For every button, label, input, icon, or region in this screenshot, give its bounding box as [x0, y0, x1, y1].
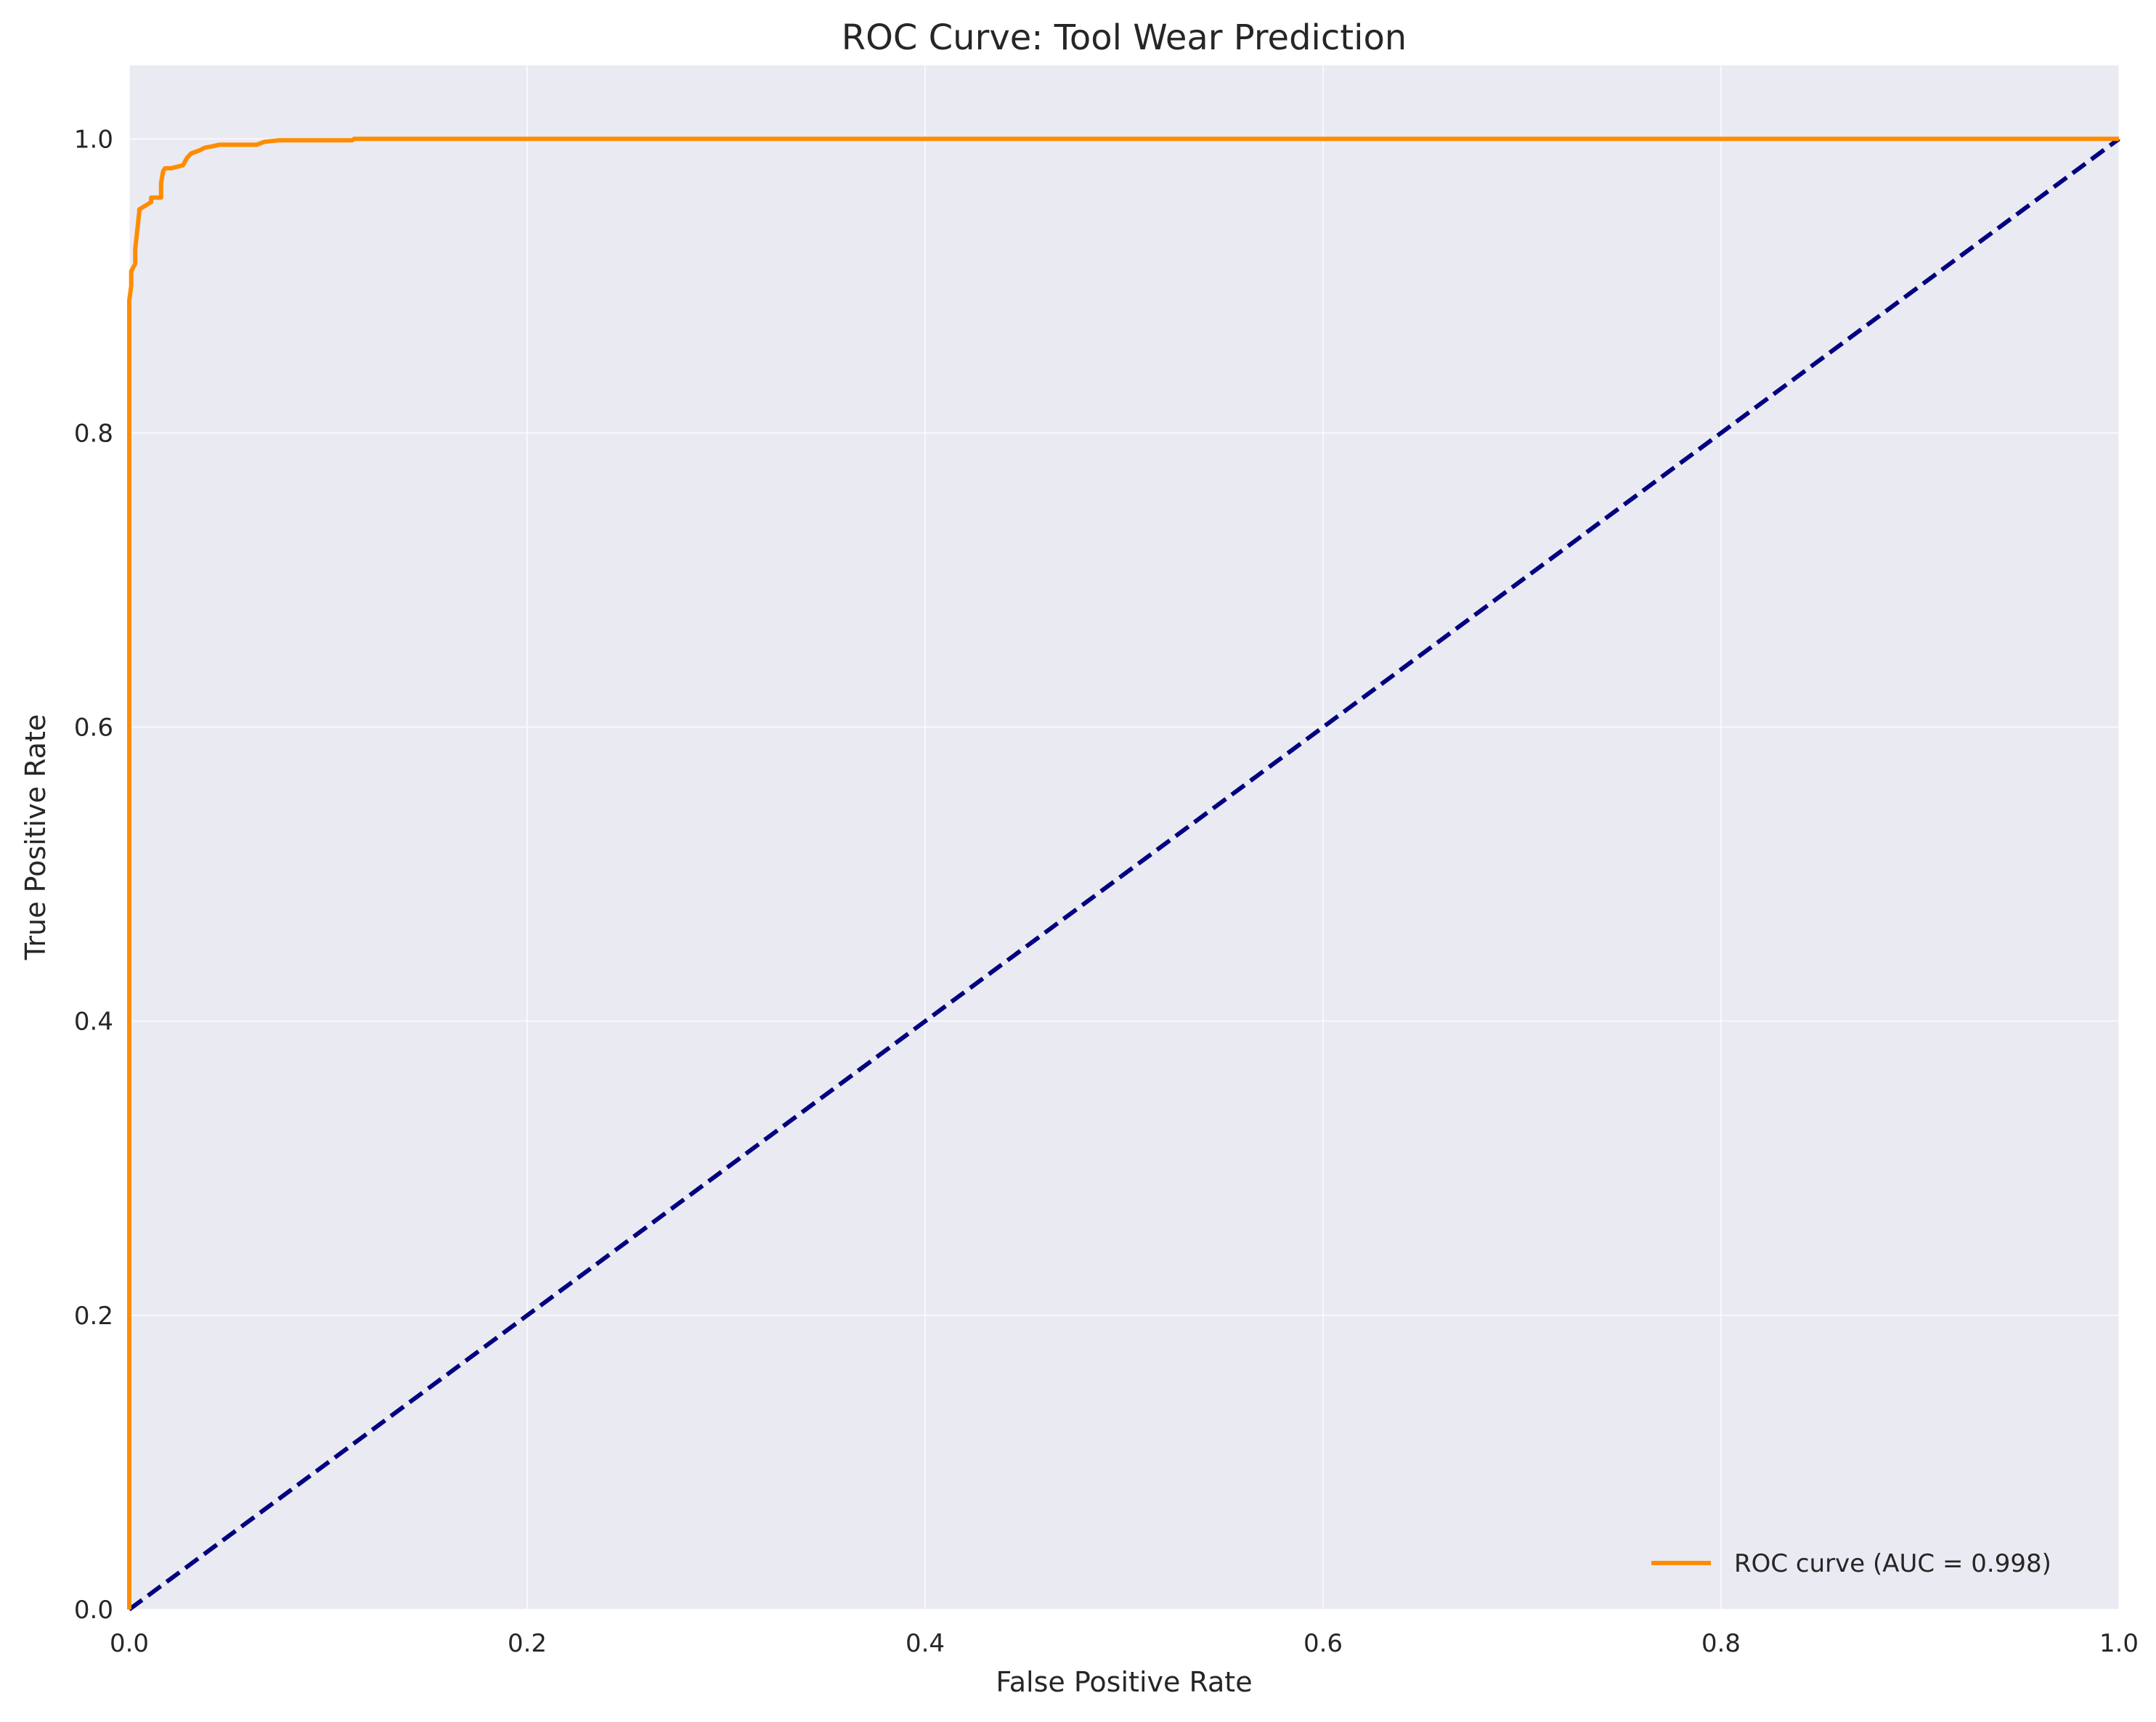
x-tick-label: 0.8	[1701, 1629, 1741, 1658]
x-tick-label: 1.0	[2099, 1629, 2139, 1658]
random-classifier-diagonal-line	[128, 136, 2120, 1612]
legend-label-roc: ROC curve (AUC = 0.998)	[1734, 1549, 2051, 1578]
tick-labels: 0.0 0.2 0.4 0.6 0.8 1.0 0.0 0.2 0.4 0.6 0.8 1.0	[74, 125, 2139, 1658]
chart-title: ROC Curve: Tool Wear Prediction	[842, 17, 1407, 58]
series-lines	[127, 136, 2120, 1612]
x-tick-label: 0.4	[906, 1629, 945, 1658]
roc-curve-line	[127, 136, 2119, 1609]
x-tick-label: 0.0	[110, 1629, 149, 1658]
x-axis-label: False Positive Rate	[996, 1666, 1252, 1698]
y-tick-label: 1.0	[74, 125, 113, 154]
y-tick-label: 0.4	[74, 1008, 113, 1037]
grid-lines	[129, 65, 2120, 1610]
y-tick-label: 0.8	[74, 419, 113, 448]
y-tick-label: 0.0	[74, 1596, 113, 1625]
plot-area	[129, 65, 2119, 1609]
x-tick-label: 0.2	[508, 1629, 547, 1658]
legend: ROC curve (AUC = 0.998)	[1651, 1549, 2051, 1578]
y-axis-label: True Positive Rate	[20, 714, 52, 961]
y-tick-label: 0.2	[74, 1302, 113, 1331]
x-tick-label: 0.6	[1303, 1629, 1343, 1658]
y-tick-label: 0.6	[74, 714, 113, 743]
